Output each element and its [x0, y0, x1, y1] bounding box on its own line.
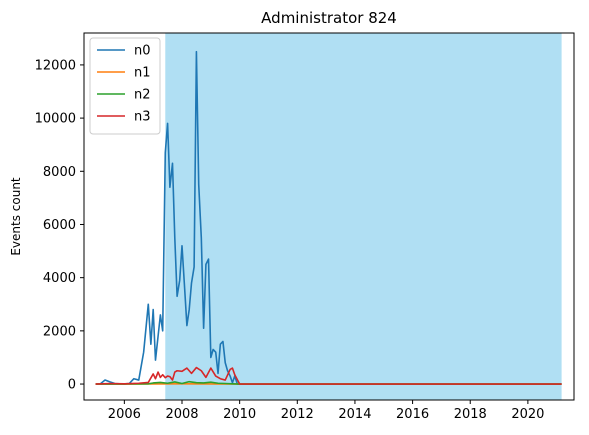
- legend-label-n1: n1: [134, 66, 151, 81]
- legend-box: [89, 37, 161, 135]
- chart-title: Administrator 824: [261, 9, 397, 27]
- y-axis: 0 2000 4000 6000 8000 10000 12000: [35, 58, 84, 393]
- axes-frame: [83, 32, 575, 401]
- x-tick-label: 2014: [338, 407, 371, 422]
- y-axis-label: Events count: [9, 177, 23, 256]
- series-line-n3: [95, 366, 562, 385]
- x-tick-label: 2010: [223, 407, 256, 422]
- legend: n0 n1 n2 n3: [89, 37, 161, 135]
- y-tick-label: 10000: [35, 112, 76, 127]
- x-tick-label: 2012: [281, 407, 314, 422]
- y-tick-label: 4000: [43, 271, 76, 286]
- x-tick-label: 2006: [108, 407, 141, 422]
- x-tick-label: 2016: [396, 407, 429, 422]
- y-tick-label: 12000: [35, 58, 76, 73]
- x-tick-label: 2020: [511, 407, 544, 422]
- plot-area: [83, 32, 575, 401]
- y-tick-label: 6000: [43, 218, 76, 233]
- y-tick-label: 2000: [43, 324, 76, 339]
- x-tick-label: 2018: [454, 407, 487, 422]
- shaded-span: [165, 33, 562, 400]
- x-tick-label: 2008: [165, 407, 198, 422]
- x-axis: 2006 2008 2010 2012 2014 2016 2018 2020: [108, 400, 544, 422]
- y-tick-label: 8000: [43, 165, 76, 180]
- y-tick-label: 0: [68, 378, 76, 393]
- series-layer: [95, 50, 562, 385]
- legend-label-n3: n3: [134, 110, 151, 125]
- legend-label-n2: n2: [134, 88, 151, 103]
- legend-label-n0: n0: [134, 44, 151, 59]
